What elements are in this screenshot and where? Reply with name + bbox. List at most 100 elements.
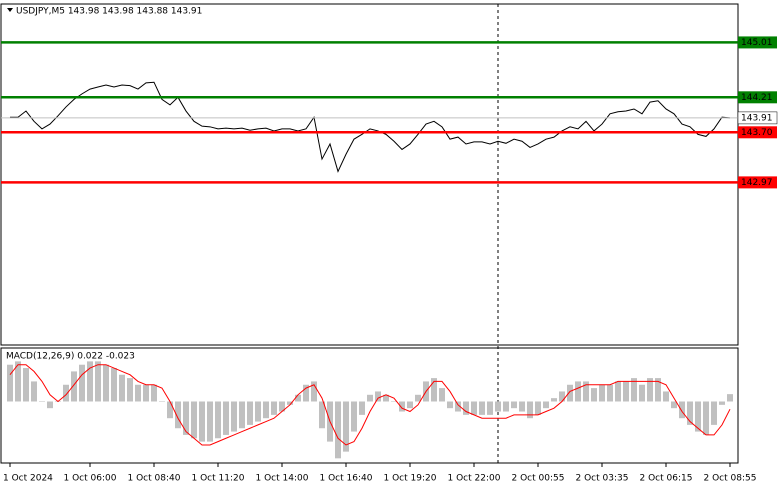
- price-line: [10, 81, 731, 173]
- histogram-bar: [527, 401, 533, 419]
- symbol-arrow: [7, 8, 13, 12]
- histogram-bar: [615, 381, 621, 402]
- histogram-bar: [567, 384, 573, 402]
- histogram-bar: [503, 401, 509, 412]
- level-label: 143.70: [741, 128, 773, 138]
- histogram-bar: [391, 401, 397, 402]
- histogram-bar: [319, 401, 325, 429]
- histogram-bar: [215, 401, 221, 439]
- histogram-bar: [583, 381, 589, 402]
- histogram-bar: [159, 401, 165, 402]
- histogram-bar: [223, 401, 229, 435]
- histogram-bar: [239, 401, 245, 429]
- x-tick-label: 2 Oct 00:55: [512, 474, 565, 484]
- histogram-bar: [663, 391, 669, 402]
- histogram-bar: [535, 401, 541, 415]
- x-tick-label: 1 Oct 19:20: [384, 474, 437, 484]
- histogram-bar: [95, 361, 101, 402]
- histogram-bar: [343, 401, 349, 452]
- x-tick-label: 2 Oct 08:55: [704, 474, 757, 484]
- x-tick-label: 1 Oct 08:40: [128, 474, 181, 484]
- histogram-bar: [415, 394, 421, 402]
- histogram-bar: [559, 391, 565, 402]
- histogram-bar: [247, 401, 253, 425]
- x-tick-label: 1 Oct 22:00: [448, 474, 501, 484]
- histogram-bar: [279, 401, 285, 412]
- histogram-bar: [111, 368, 117, 402]
- level-label-box: [738, 176, 777, 189]
- histogram-bar: [335, 401, 341, 459]
- histogram-bar: [447, 401, 453, 409]
- histogram-bar: [295, 394, 301, 402]
- histogram-bar: [167, 401, 173, 419]
- histogram-bar: [407, 401, 413, 409]
- histogram-bar: [199, 401, 205, 442]
- histogram-bar: [711, 401, 717, 425]
- macd-panel: [0, 347, 739, 464]
- histogram-bar: [511, 401, 517, 409]
- histogram-bar: [671, 401, 677, 409]
- histogram-bar: [23, 368, 29, 402]
- histogram-bar: [31, 381, 37, 402]
- level-label: 142.97: [741, 178, 773, 188]
- histogram-bar: [39, 401, 45, 402]
- histogram-bar: [287, 401, 293, 405]
- histogram-bar: [623, 381, 629, 402]
- histogram-bar: [543, 401, 549, 409]
- histogram-bar: [7, 364, 13, 402]
- level-label: 145.01: [741, 38, 773, 48]
- signal-line: [9, 364, 731, 446]
- histogram-bar: [255, 401, 261, 422]
- histogram-bar: [127, 378, 133, 402]
- histogram-bar: [183, 401, 189, 435]
- histogram-bar: [575, 381, 581, 402]
- macd-title: MACD(12,26,9) 0.022 -0.023: [6, 352, 135, 362]
- histogram-bar: [551, 398, 557, 402]
- x-tick-label: 1 Oct 11:20: [192, 474, 245, 484]
- histogram-bar: [47, 401, 53, 409]
- histogram-bar: [351, 401, 357, 432]
- histogram-bar: [463, 401, 469, 415]
- histogram-bar: [119, 374, 125, 402]
- histogram-bar: [375, 391, 381, 402]
- histogram-bar: [495, 401, 501, 412]
- histogram-bar: [655, 378, 661, 402]
- histogram-bar: [479, 401, 485, 415]
- level-label-box: [738, 126, 777, 139]
- histogram-bar: [271, 401, 277, 415]
- histogram-bar: [687, 401, 693, 425]
- histogram-bar: [599, 384, 605, 402]
- histogram-bar: [631, 378, 637, 402]
- histogram-bar: [311, 381, 317, 402]
- level-label: 143.91: [741, 113, 773, 123]
- x-tick-label: 1 Oct 06:00: [64, 474, 117, 484]
- histogram-bar: [519, 401, 525, 412]
- histogram-bar: [639, 384, 645, 402]
- histogram-bar: [487, 401, 493, 415]
- histogram-bar: [303, 384, 309, 402]
- histogram-bar: [383, 394, 389, 402]
- level-label-box: [737, 111, 778, 125]
- histogram-bar: [703, 401, 709, 435]
- x-tick-label: 1 Oct 2024: [3, 474, 53, 484]
- histogram-bar: [431, 378, 437, 402]
- histogram-bar: [71, 371, 77, 402]
- histogram-bar: [679, 401, 685, 419]
- x-tick-label: 1 Oct 16:40: [320, 474, 373, 484]
- histogram-bar: [175, 401, 181, 429]
- histogram-bar: [263, 401, 269, 419]
- histogram-bar: [87, 361, 93, 402]
- histogram-bar: [151, 384, 157, 402]
- price-panel: [0, 3, 739, 346]
- x-tick-label: 2 Oct 03:35: [576, 474, 629, 484]
- histogram-bar: [143, 384, 149, 402]
- histogram-bar: [191, 401, 197, 439]
- histogram-bar: [607, 384, 613, 402]
- x-tick-label: 2 Oct 06:15: [640, 474, 693, 484]
- histogram-bar: [367, 394, 373, 402]
- histogram-bar: [727, 394, 733, 402]
- histogram-bar: [79, 364, 85, 402]
- histogram-bar: [455, 401, 461, 412]
- histogram-bar: [439, 388, 445, 402]
